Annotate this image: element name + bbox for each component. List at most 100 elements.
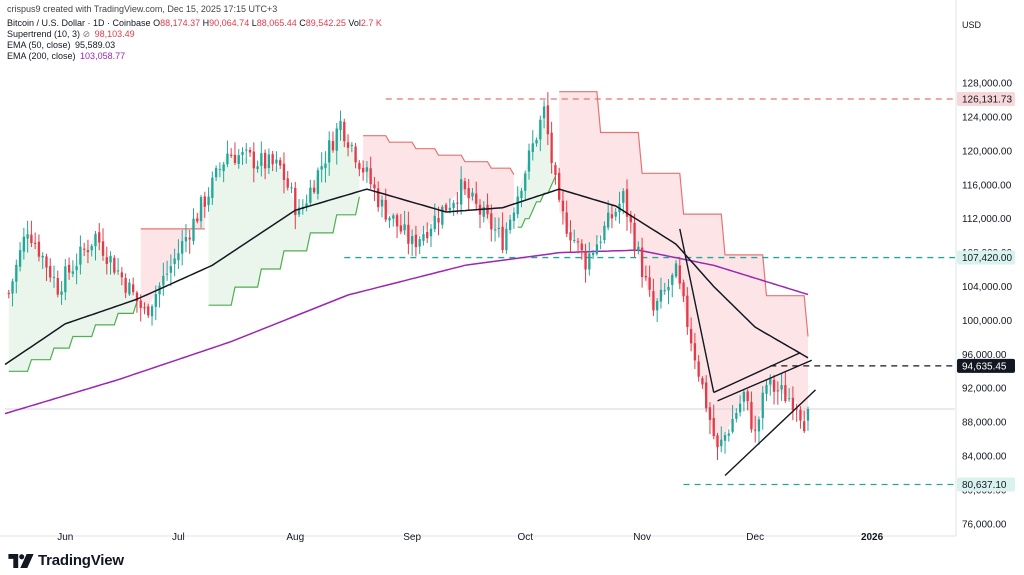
candle-body — [165, 273, 169, 275]
candle-body — [162, 275, 165, 286]
time-tick-label: Jun — [57, 532, 73, 543]
indicator-legend-supertrend[interactable]: Supertrend (10, 3) ⊘ 98,103.49 — [7, 29, 135, 39]
ohlc-open: 88,174.37 — [160, 18, 201, 28]
candle-body — [188, 237, 191, 240]
supertrend-line-down — [559, 91, 809, 337]
candle-body — [94, 233, 97, 247]
candle-body — [365, 167, 369, 172]
candle-body — [561, 200, 565, 212]
candle-body — [754, 429, 757, 431]
candle-body — [15, 264, 18, 282]
candle-body — [252, 151, 255, 169]
ohlc-close-label: C — [299, 18, 306, 28]
candle-body — [79, 246, 82, 265]
candle-body — [422, 234, 425, 241]
candle-body — [90, 245, 93, 251]
candle-body — [263, 152, 267, 169]
candle-body — [787, 398, 791, 400]
candle-body — [475, 193, 478, 204]
price-tick-label: 100,000.00 — [962, 316, 1012, 327]
candle-body — [101, 241, 105, 256]
price-level-label: 126,131.73 — [962, 95, 1012, 106]
ohlc-high: 90,064.74 — [209, 18, 250, 28]
candles-layer — [7, 92, 810, 461]
candle-body — [328, 140, 331, 163]
ema200-line — [4, 249, 809, 415]
candle-body — [392, 215, 395, 219]
candle-body — [637, 246, 640, 251]
candle-body — [659, 289, 663, 302]
candle-body — [524, 173, 527, 191]
trendline — [679, 228, 715, 393]
candle-body — [199, 197, 203, 222]
candle-body — [452, 202, 455, 208]
candle-body — [113, 257, 116, 273]
candle-body — [546, 105, 550, 135]
candle-body — [207, 196, 210, 206]
time-tick-label: Aug — [286, 532, 304, 543]
candle-body — [686, 295, 689, 327]
candle-body — [746, 391, 749, 401]
candle-body — [230, 154, 233, 156]
candle-body — [580, 243, 583, 251]
candle-body — [305, 203, 308, 207]
candle-body — [64, 266, 67, 293]
candle-body — [795, 408, 798, 410]
candle-body — [682, 282, 685, 297]
price-level-badge — [957, 92, 1015, 107]
ohlc-volume-label: Vol — [348, 18, 361, 28]
candle-body — [727, 433, 730, 436]
chart-attribution: crispus9 created with TradingView.com, D… — [7, 4, 278, 14]
indicator-legend-ema50[interactable]: EMA (50, close) 95,589.03 — [7, 40, 115, 50]
candle-body — [331, 141, 335, 151]
candle-body — [806, 409, 810, 421]
candle-body — [37, 241, 41, 257]
price-tick-label: 116,000.00 — [962, 180, 1012, 191]
candle-body — [267, 154, 271, 169]
supertrend-line-up — [208, 196, 360, 306]
candle-body — [482, 206, 485, 217]
candle-body — [761, 392, 764, 419]
indicator-value: 98,103.49 — [94, 29, 135, 39]
tradingview-logo-icon — [8, 553, 34, 568]
tradingview-logo[interactable]: TradingView — [8, 552, 124, 569]
candle-body — [595, 244, 599, 254]
candle-body — [33, 242, 37, 244]
indicator-value: 103,058.77 — [80, 51, 126, 61]
candle-body — [218, 169, 222, 171]
candle-body — [22, 236, 26, 252]
time-tick-label: Dec — [746, 532, 764, 543]
candle-body — [181, 241, 184, 254]
candle-body — [716, 435, 719, 448]
candle-body — [354, 146, 357, 163]
candle-body — [135, 292, 139, 302]
candle-body — [132, 284, 135, 293]
candle-body — [459, 179, 463, 205]
candle-body — [282, 163, 286, 180]
candle-body — [241, 151, 244, 156]
candle-body — [693, 343, 697, 361]
indicator-legend-ema200[interactable]: EMA (200, close) 103,058.77 — [7, 51, 125, 61]
candle-body — [614, 211, 617, 217]
candle-body — [184, 236, 188, 242]
candle-body — [769, 377, 772, 385]
time-tick-label: Nov — [633, 532, 651, 543]
candle-body — [297, 207, 301, 215]
candle-body — [640, 247, 644, 277]
candle-body — [211, 177, 214, 198]
candle-body — [433, 215, 436, 230]
candle-body — [791, 397, 795, 411]
candle-body — [384, 200, 387, 220]
price-tick-label: 92,000.00 — [962, 384, 1007, 395]
candle-body — [557, 172, 561, 200]
symbol-legend[interactable]: Bitcoin / U.S. Dollar · 1D · Coinbase O8… — [7, 18, 382, 28]
candle-body — [361, 167, 365, 173]
candle-body — [203, 196, 206, 207]
candle-body — [576, 241, 580, 243]
trendline — [717, 359, 813, 402]
candle-body — [554, 165, 557, 175]
candle-body — [7, 293, 10, 295]
candle-body — [358, 163, 361, 170]
candle-body — [30, 234, 33, 243]
